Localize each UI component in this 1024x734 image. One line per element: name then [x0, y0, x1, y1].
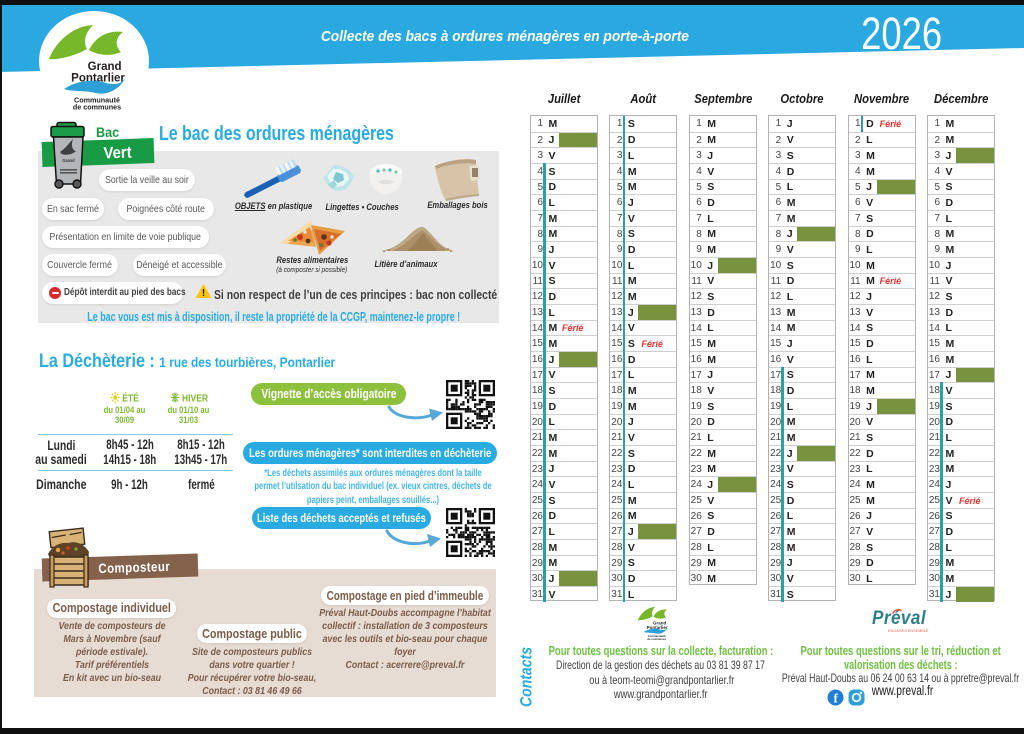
- svg-text:Grand: Grand: [653, 620, 666, 625]
- svg-text:Communauté: Communauté: [648, 634, 666, 638]
- svg-text:Pontarlier: Pontarlier: [647, 625, 668, 630]
- svg-text:Grand: Grand: [62, 158, 75, 163]
- svg-text:de communes: de communes: [647, 637, 666, 641]
- svg-text:!: !: [202, 288, 205, 299]
- svg-text:Grand: Grand: [88, 60, 122, 73]
- svg-text:de communes: de communes: [73, 103, 121, 112]
- svg-text:Communauté: Communauté: [74, 96, 120, 105]
- svg-text:f: f: [834, 691, 839, 706]
- svg-text:Pontarlier: Pontarlier: [71, 71, 125, 84]
